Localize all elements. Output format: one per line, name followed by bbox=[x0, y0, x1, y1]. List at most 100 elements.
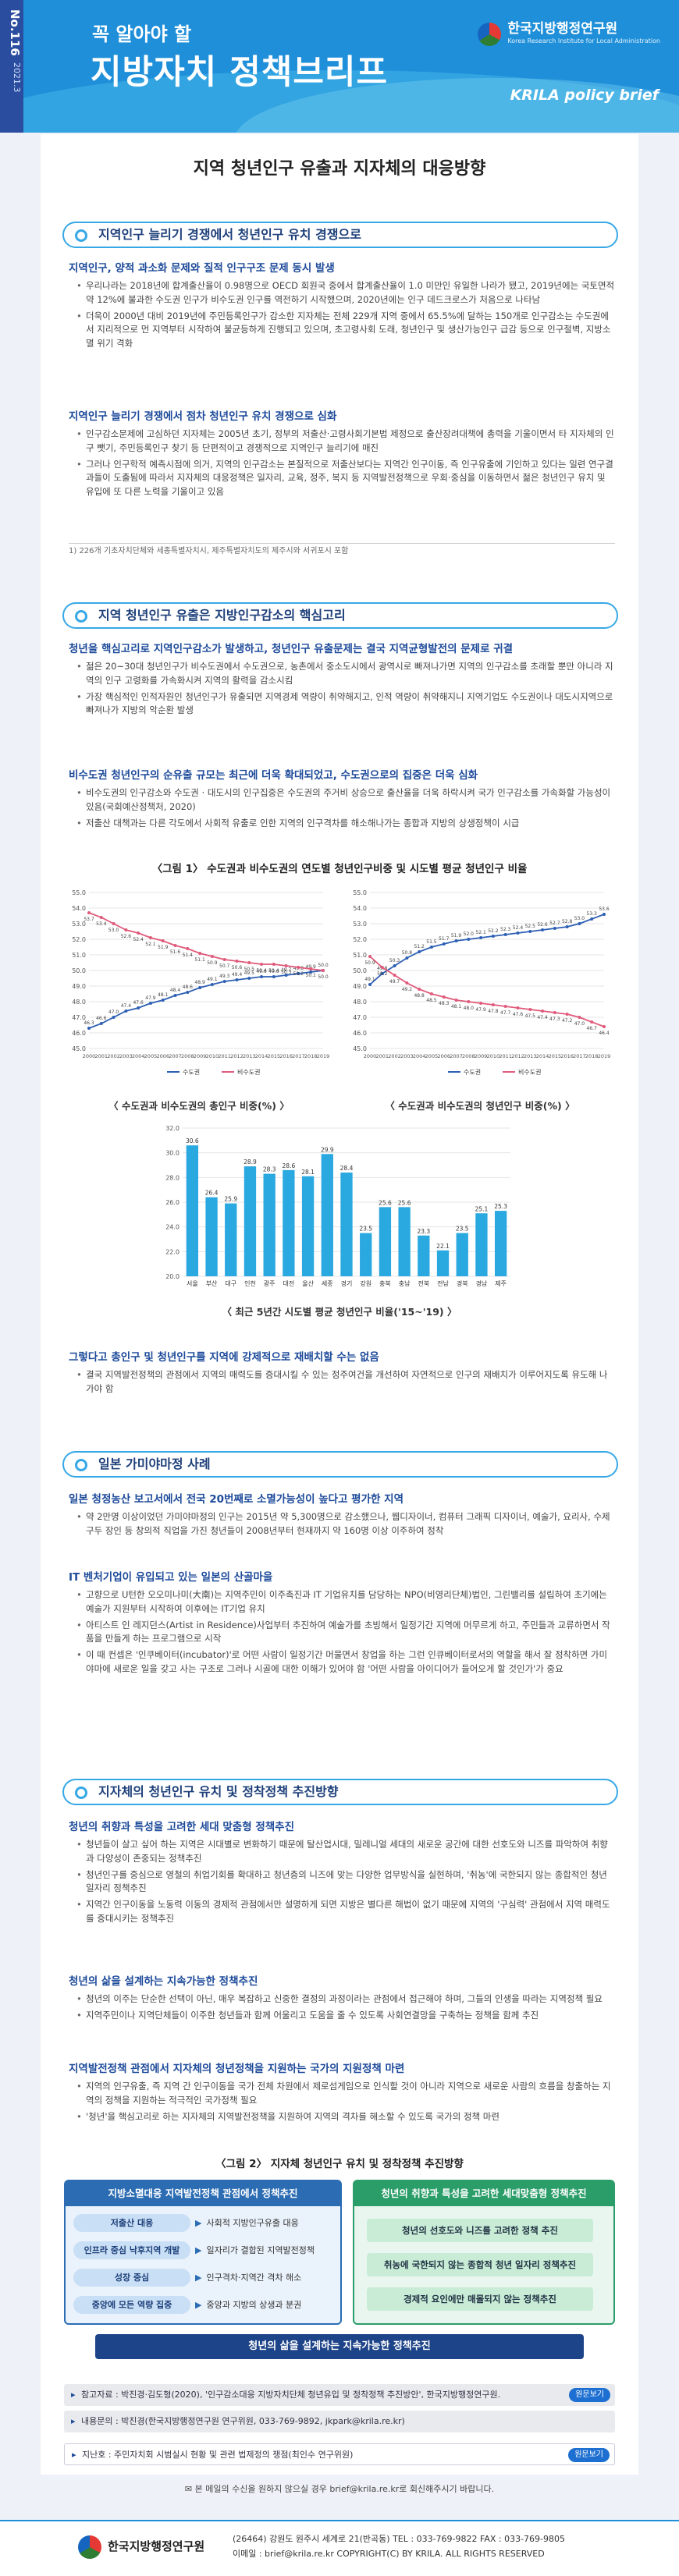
s1-subheading-1: 지역인구, 양적 과소화 문제와 질적 인구구조 문제 동시 발생 bbox=[69, 262, 335, 275]
bar bbox=[360, 1233, 372, 1276]
data-point bbox=[247, 977, 251, 980]
view-original-button[interactable]: 원문보기 bbox=[569, 2388, 610, 2402]
s3-subheading-1: 일본 청정농산 보고서에서 전국 20번째로 소멸가능성이 높다고 평가한 지역 bbox=[69, 1493, 403, 1506]
y-tick-label: 55.0 bbox=[353, 889, 367, 896]
list-item: 저출산 대책과는 다른 각도에서 사회적 유출로 인한 지역의 인구격차를 해소… bbox=[76, 817, 615, 831]
chart-1-caption: 〈 수도권과 비수도권의 총인구 비중(%) 〉 bbox=[108, 1100, 290, 1112]
data-point bbox=[565, 925, 569, 928]
data-point bbox=[309, 970, 313, 974]
data-point bbox=[418, 950, 421, 953]
y-tick-label: 48.0 bbox=[353, 999, 367, 1006]
footer-address: (26464) 강원도 원주시 세계로 21(반곡동) TEL : 033-76… bbox=[233, 2532, 565, 2561]
bar bbox=[379, 1207, 392, 1276]
data-label: 30.6 bbox=[186, 1137, 199, 1144]
data-point bbox=[137, 931, 140, 935]
view-previous-button[interactable]: 원문보기 bbox=[568, 2448, 610, 2462]
list-item-extra: '어떤 사람을 아이디어가 들어오게 할 것인가'가 중요 bbox=[368, 1663, 563, 1675]
diagram-row: 중앙에 모든 역량 집중 ▶ 중앙과 지방의 상생과 분권 bbox=[73, 2296, 302, 2315]
x-tick-label: 2015 bbox=[268, 1053, 281, 1059]
footer-logo[interactable]: 한국지방행정연구원 bbox=[78, 2535, 204, 2559]
data-label: 47.6 bbox=[133, 1000, 144, 1006]
arrow-right-icon: ▶ bbox=[195, 2300, 202, 2310]
data-point bbox=[260, 963, 264, 966]
data-point bbox=[503, 1005, 507, 1008]
data-point bbox=[491, 935, 495, 938]
data-label: 53.7 bbox=[84, 917, 94, 922]
x-tick-label: 2013 bbox=[243, 1053, 256, 1059]
x-tick-label: 2017 bbox=[573, 1053, 586, 1059]
bar bbox=[456, 1233, 468, 1276]
data-label: 51.6 bbox=[170, 949, 181, 955]
x-tick-label: 충남 bbox=[399, 1280, 411, 1287]
x-tick-label: 광주 bbox=[264, 1279, 276, 1287]
data-point bbox=[368, 983, 371, 986]
bar bbox=[436, 1250, 450, 1276]
reference-text: 참고자료 : 박진경·김도형(2020), '인구감소대응 지방자치단체 청년유… bbox=[81, 2390, 501, 2400]
reference-previous-issue: 지난호 : 주민자치회 시범실시 현황 및 관련 법제정의 쟁점(최인수 연구위… bbox=[64, 2443, 615, 2465]
data-point bbox=[87, 1027, 91, 1030]
y-tick-label: 51.0 bbox=[72, 952, 86, 959]
s1-bullets-1: 우리나라는 2018년에 합계출산율이 0.98명으로 OECD 회원국 중에서… bbox=[76, 279, 615, 353]
logo-mark-icon bbox=[78, 2535, 101, 2559]
x-tick-label: 2017 bbox=[292, 1053, 305, 1059]
y-tick-label: 51.0 bbox=[353, 952, 367, 959]
data-label: 51.7 bbox=[439, 936, 450, 942]
data-point bbox=[405, 956, 409, 960]
diagram-bottom-banner: 청년의 삶을 설계하는 지속가능한 정책추진 bbox=[95, 2334, 584, 2359]
x-tick-label: 대구 bbox=[225, 1280, 236, 1287]
data-label: 52.0 bbox=[464, 931, 475, 937]
data-point bbox=[503, 933, 507, 936]
diagram-target: 중앙과 지방의 상생과 분권 bbox=[206, 2300, 302, 2310]
diagram-right-item: 경제적 요인에만 매몰되지 않는 정책추진 bbox=[367, 2287, 593, 2311]
x-tick-label: 2011 bbox=[499, 1053, 512, 1059]
s2-bullets-3: 결국 지역발전정책의 관점에서 지역의 매력도를 증대시킬 수 있는 정주여건을… bbox=[76, 1368, 615, 1399]
circle-bullet-icon bbox=[75, 229, 87, 242]
data-label: 51.9 bbox=[158, 945, 169, 950]
bar bbox=[418, 1235, 430, 1276]
data-point bbox=[491, 1003, 495, 1006]
x-tick-label: 2014 bbox=[536, 1053, 549, 1059]
org-name: 한국지방행정연구원 bbox=[507, 21, 618, 37]
bar bbox=[301, 1176, 315, 1276]
x-tick-label: 2009 bbox=[475, 1053, 488, 1059]
data-point bbox=[186, 947, 190, 950]
data-point bbox=[112, 1016, 116, 1019]
data-label: 47.2 bbox=[562, 1018, 573, 1024]
data-label: 50.1 bbox=[306, 973, 317, 978]
x-tick-label: 서울 bbox=[187, 1280, 198, 1287]
x-tick-label: 대전 bbox=[283, 1279, 295, 1287]
data-point bbox=[442, 995, 446, 999]
data-point bbox=[454, 999, 458, 1002]
y-tick-label: 30.0 bbox=[165, 1150, 180, 1157]
s4-bullets-3: 지역의 인구유출, 즉 지역 간 인구이동을 국가 전체 차원에서 제로섬게임으… bbox=[76, 2080, 615, 2126]
list-item: 비수도권의 인구감소와 수도권 · 대도시의 인구집중은 수도권의 주거비 상승… bbox=[76, 786, 615, 814]
data-label: 48.8 bbox=[414, 993, 425, 999]
x-tick-label: 2006 bbox=[437, 1053, 450, 1059]
footer-copyright: 이메일 : brief@krila.re.kr COPYRIGHT(C) BY … bbox=[233, 2548, 545, 2559]
data-label: 50.0 bbox=[318, 974, 329, 980]
data-label: 53.6 bbox=[599, 907, 610, 912]
logo-mark-icon bbox=[478, 22, 502, 46]
data-label: 50.7 bbox=[219, 963, 230, 969]
y-tick-label: 45.0 bbox=[72, 1045, 86, 1052]
data-label: 52.5 bbox=[525, 924, 536, 929]
data-label: 46.4 bbox=[599, 1031, 610, 1036]
data-point bbox=[161, 939, 165, 942]
y-tick-label: 22.0 bbox=[165, 1248, 180, 1255]
data-label: 52.1 bbox=[475, 930, 486, 935]
data-point bbox=[161, 999, 165, 1002]
data-label: 50.3 bbox=[389, 958, 400, 963]
data-point bbox=[393, 964, 396, 967]
data-label: 49.7 bbox=[281, 967, 292, 973]
data-label: 49.9 bbox=[306, 964, 317, 970]
data-point bbox=[309, 967, 313, 970]
org-logo[interactable]: 한국지방행정연구원 Korea Research Institute for L… bbox=[478, 22, 660, 46]
diagram-pill: 인프라 중심 낙후지역 개발 bbox=[73, 2241, 190, 2260]
x-tick-label: 경기 bbox=[341, 1279, 353, 1287]
issue-strip: No.116 2021.3 bbox=[0, 0, 23, 133]
data-label: 48.0 bbox=[464, 1006, 475, 1011]
s4-subheading-2: 청년의 삶을 설계하는 지속가능한 정책추진 bbox=[69, 1975, 258, 1988]
list-item: 이 때 컨셉은 '인쿠베이터(incubator)'로 어떤 사람이 일정기간 … bbox=[76, 1648, 615, 1677]
data-label: 25.3 bbox=[494, 1203, 507, 1210]
list-item: 지역주민이나 지역단체들이 이주한 청년들과 함께 어울리고 도움을 줄 수 있… bbox=[76, 2009, 615, 2023]
